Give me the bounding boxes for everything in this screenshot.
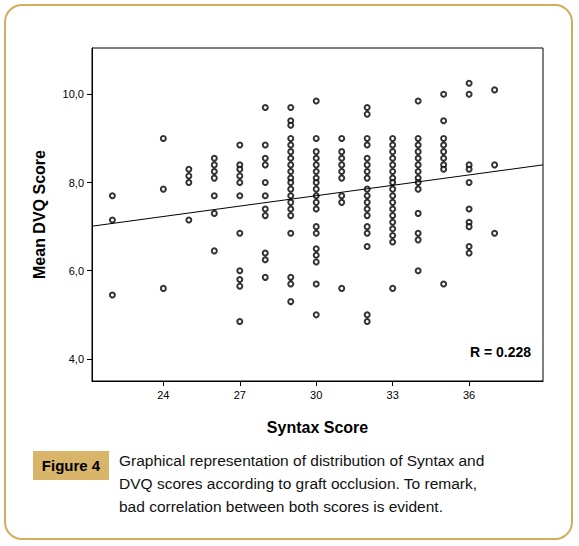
svg-text:24: 24 <box>157 389 169 401</box>
svg-text:10,0: 10,0 <box>63 88 84 100</box>
svg-text:R = 0.228: R = 0.228 <box>470 344 531 360</box>
svg-text:6,0: 6,0 <box>69 265 84 277</box>
svg-text:8,0: 8,0 <box>69 177 84 189</box>
svg-text:33: 33 <box>387 389 399 401</box>
svg-text:Syntax Score: Syntax Score <box>267 419 368 436</box>
html-text:DVQ scores according to graft: DVQ scores according to graft occlusion.… <box>119 475 478 492</box>
svg-text:4,0: 4,0 <box>69 353 84 365</box>
html-text:Graphical representation of di: Graphical representation of distribution… <box>119 452 485 469</box>
html-text:Figure 4: Figure 4 <box>41 457 101 474</box>
svg-text:30: 30 <box>310 389 322 401</box>
html-text:bad correlation between both s: bad correlation between both scores is e… <box>119 498 443 515</box>
svg-text:36: 36 <box>463 389 475 401</box>
svg-text:27: 27 <box>234 389 246 401</box>
svg-text:Mean DVQ Score: Mean DVQ Score <box>31 150 48 279</box>
